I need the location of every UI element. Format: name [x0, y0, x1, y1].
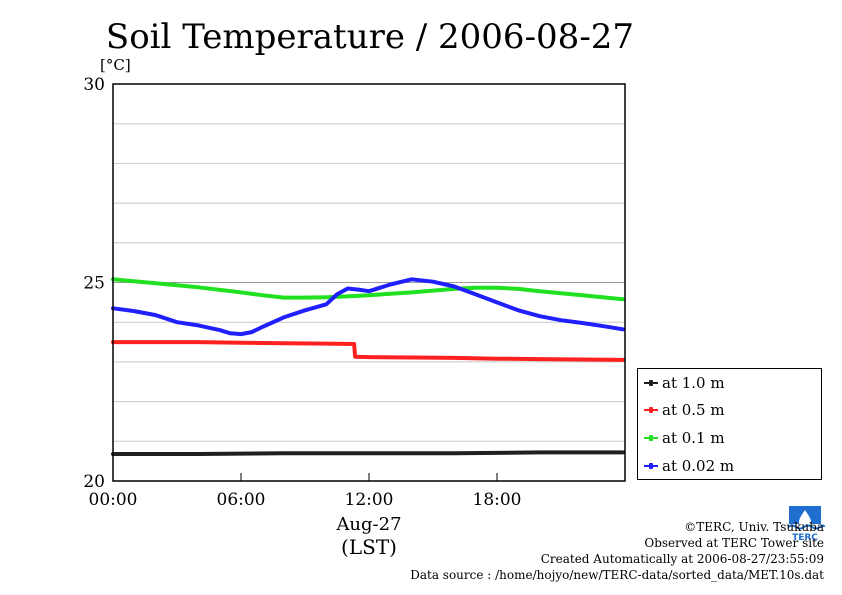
copyright-text: ©TERC, Univ. Tsukuba [684, 520, 824, 534]
x-tick-label: 12:00 [345, 490, 394, 510]
terc-logo-icon: TERC [785, 502, 825, 542]
legend-label: at 0.5 m [662, 401, 725, 419]
legend-item: at 0.1 m [644, 428, 725, 448]
x-tick-label: 06:00 [217, 490, 266, 510]
legend-swatch [644, 380, 658, 386]
series-line [111, 340, 625, 362]
series-line [111, 450, 625, 456]
legend-label: at 1.0 m [662, 374, 725, 392]
plot-area [112, 83, 626, 482]
x-axis-date-label: Aug-27 [335, 514, 401, 535]
observed-at-text: Observed at TERC Tower site [644, 536, 824, 550]
x-tick-label: 18:00 [473, 490, 522, 510]
legend-item: at 0.5 m [644, 400, 725, 420]
y-tick-label: 20 [83, 472, 105, 492]
grid-lines [112, 123, 625, 481]
legend-item: at 1.0 m [644, 373, 725, 393]
x-axis-label: (LST) [341, 535, 397, 559]
credits-block: ©TERC, Univ. Tsukuba Observed at TERC To… [410, 519, 824, 583]
logo-text: TERC [792, 533, 818, 542]
series-layer [111, 277, 625, 456]
chart-legend: at 1.0 m at 0.5 m at 0.1 m at 0.02 m [637, 368, 822, 480]
legend-swatch [644, 435, 658, 441]
y-axis-label: [°C] [100, 56, 131, 74]
series-line [111, 277, 625, 337]
chart-title: Soil Temperature / 2006-08-27 [106, 17, 634, 57]
legend-swatch [644, 463, 658, 469]
legend-label: at 0.1 m [662, 429, 725, 447]
created-at-text: Created Automatically at 2006-08-27/23:5… [540, 552, 824, 566]
legend-swatch [644, 407, 658, 413]
axis-tick-labels: 20 25 30 00:00 06:00 12:00 18:00 [83, 75, 521, 510]
y-tick-label: 30 [83, 75, 105, 95]
y-tick-label: 25 [83, 274, 105, 294]
legend-label: at 0.02 m [662, 457, 735, 475]
series-line [111, 277, 625, 302]
data-source-text: Data source : /home/hojyo/new/TERC-data/… [410, 568, 824, 582]
x-tick-label: 00:00 [89, 490, 138, 510]
legend-item: at 0.02 m [644, 456, 734, 476]
